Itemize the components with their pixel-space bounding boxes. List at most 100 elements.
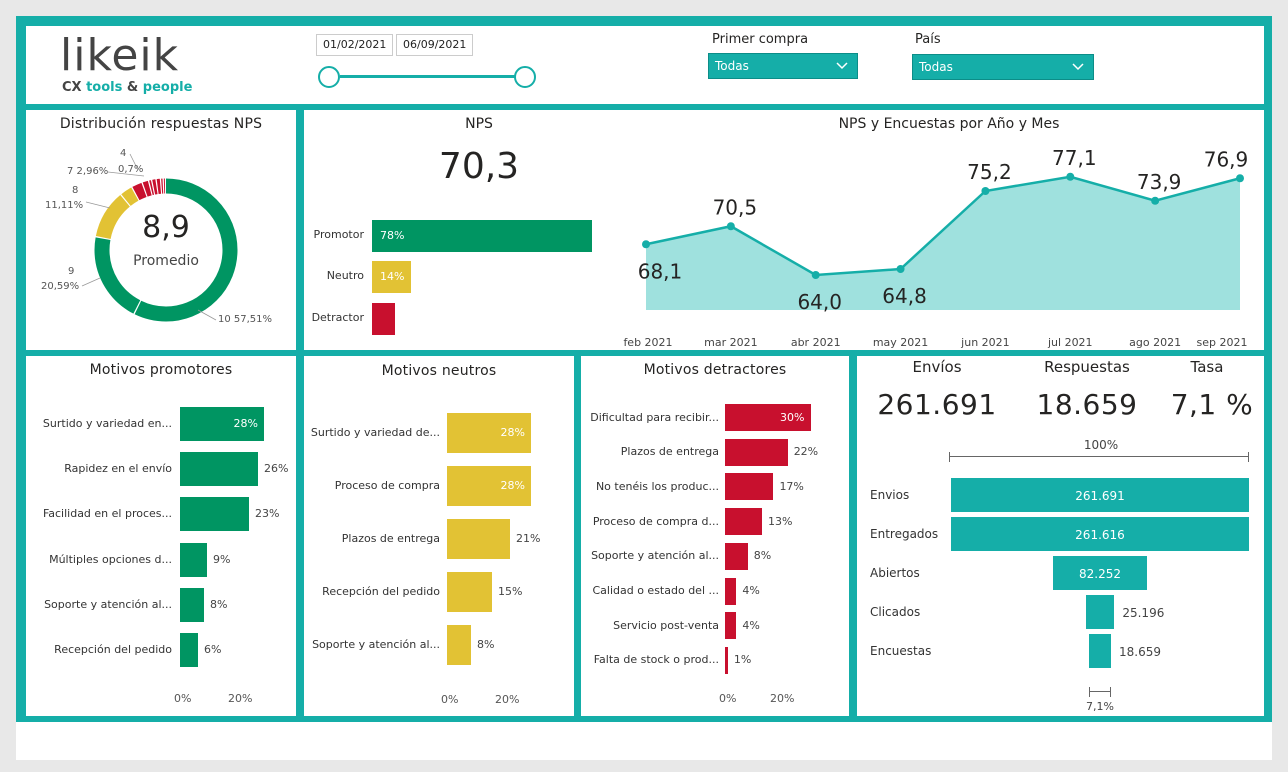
detractores-bar[interactable] (725, 612, 737, 640)
promotores-axis-0: 0% (174, 692, 192, 705)
donut-segment-10[interactable] (94, 178, 238, 322)
nps-bar-neutro[interactable]: 14% (372, 261, 412, 293)
detractores-bar[interactable] (725, 438, 788, 466)
funnel-stage-label: Entregados (870, 527, 939, 541)
date-slider-start-handle[interactable] (318, 66, 340, 88)
detractores-bar[interactable] (725, 542, 748, 570)
funnel-stage-label: Encuestas (870, 644, 932, 658)
x-tick-label: abr 2021 (791, 336, 841, 349)
nps-bar-label: Detractor (311, 311, 364, 324)
neutros-bar[interactable]: 28% (447, 466, 531, 506)
promotores-bar[interactable] (180, 542, 207, 577)
promotores-bar-value: 23% (255, 507, 280, 521)
promotores-axis-20: 20% (228, 692, 253, 705)
detractores-bar[interactable] (725, 473, 774, 501)
brand-tagline: CX tools & people (62, 80, 193, 95)
funnel-top-bracket (949, 452, 1249, 462)
detractores-bar[interactable] (725, 646, 728, 674)
nps-bar-promotor[interactable]: 78% (372, 220, 592, 252)
donut-title: Distribución respuestas NPS (59, 116, 263, 132)
promotores-bar[interactable] (180, 497, 249, 532)
detractores-panel: Motivos detractores Dificultad para reci… (581, 356, 849, 716)
promotores-bar[interactable] (180, 452, 258, 487)
promotores-bar-value: 28% (233, 417, 258, 430)
detractores-label: Servicio post-venta (613, 618, 719, 632)
donut-leader-line (81, 277, 101, 287)
funnel-bottom-pct: 7,1% (1086, 700, 1114, 713)
funnel-stage-label: Abiertos (870, 566, 920, 580)
promotores-bar[interactable]: 28% (180, 407, 264, 441)
x-tick-label: jul 2021 (1047, 336, 1093, 349)
donut-label-9b: 20,59% (41, 281, 80, 292)
data-point[interactable] (896, 265, 905, 273)
data-point[interactable] (726, 222, 735, 231)
nps-panel: NPS 70,3 Promotor 78% Neutro 14% Detractor N… (304, 110, 1264, 350)
detractores-bar[interactable]: 30% (725, 404, 811, 431)
detractores-bar[interactable] (725, 508, 763, 536)
data-label: 75,2 (967, 160, 1012, 184)
donut-center-label: Promedio (133, 253, 199, 269)
detractores-bar[interactable] (725, 577, 737, 605)
funnel-stage-value: 261.691 (1075, 489, 1125, 503)
neutros-bar[interactable] (447, 572, 492, 612)
detractores-bar-value: 1% (733, 653, 752, 667)
promotores-label: Surtido y variedad en... (42, 417, 172, 430)
donut-leader-line (129, 153, 139, 171)
respuestas-label: Respuestas (1044, 358, 1130, 376)
funnel-stage-bar[interactable] (1089, 634, 1111, 668)
detractores-label: No tenéis los produc... (595, 479, 719, 493)
promotores-bar[interactable] (180, 587, 204, 622)
primer-compra-dropdown[interactable]: Todas (708, 53, 858, 79)
promotores-title: Motivos promotores (89, 362, 233, 378)
neutros-label: Recepción del pedido (322, 585, 440, 598)
neutros-axis-20: 20% (495, 693, 520, 706)
date-slider-end-handle[interactable] (514, 66, 536, 88)
funnel-stage-bar[interactable]: 261.691 (951, 478, 1249, 512)
dashboard: likeik CX tools & people 01/02/2021 06/0… (16, 16, 1272, 760)
funnel-stage-value: 261.616 (1075, 528, 1125, 542)
donut-leader-line (107, 171, 145, 177)
detractores-label: Soporte y atención al... (591, 549, 719, 563)
promotores-bar[interactable] (180, 633, 198, 667)
funnel-stage-bar[interactable] (1085, 595, 1115, 629)
data-point[interactable] (1066, 172, 1075, 181)
data-label: 64,0 (797, 290, 842, 314)
funnel-stage-bar[interactable]: 82.252 (1053, 556, 1147, 590)
neutros-bar[interactable]: 28% (447, 413, 531, 453)
donut-segment-9[interactable] (94, 178, 238, 322)
nps-value: 70,3 (438, 146, 520, 187)
data-point[interactable] (981, 187, 990, 195)
promotores-bar-value: 9% (213, 552, 231, 566)
data-label: 70,5 (713, 195, 758, 219)
promotores-bar-value: 26% (264, 462, 289, 476)
donut-label-8: 8 (72, 185, 79, 196)
data-point[interactable] (811, 271, 820, 279)
nps-bar-value: 78% (380, 229, 405, 242)
date-start-input[interactable]: 01/02/2021 (316, 34, 394, 56)
data-point[interactable] (642, 240, 650, 249)
donut-leader-line (197, 309, 217, 321)
nps-bar-detractor[interactable] (372, 303, 395, 335)
neutros-bar-value: 8% (477, 638, 495, 651)
x-tick-label: ago 2021 (1129, 336, 1181, 349)
data-point[interactable] (1151, 196, 1160, 205)
date-slider-track (340, 75, 526, 78)
data-point[interactable] (1236, 174, 1244, 183)
funnel-stage-bar[interactable]: 261.616 (951, 517, 1249, 551)
neutros-bar[interactable] (447, 625, 471, 665)
data-label: 73,9 (1137, 170, 1182, 194)
tasa-value: 7,1 % (1170, 388, 1254, 421)
neutros-bar[interactable] (447, 519, 510, 559)
neutros-bar-value: 15% (498, 585, 523, 598)
date-end-input[interactable]: 06/09/2021 (396, 34, 474, 56)
neutros-bar-value: 28% (500, 426, 525, 439)
promotores-label: Soporte y atención al... (44, 597, 172, 611)
nps-bar-label: Promotor (313, 228, 364, 241)
funnel-stage-value: 25.196 (1122, 606, 1165, 620)
brand-name: likeik (60, 30, 180, 81)
nps-line (645, 175, 1241, 277)
donut-label-8b: 11,11% (45, 200, 84, 211)
pais-dropdown[interactable]: Todas (912, 54, 1094, 80)
nps-bar-value: 14% (380, 270, 405, 283)
x-tick-label: mar 2021 (704, 336, 757, 349)
